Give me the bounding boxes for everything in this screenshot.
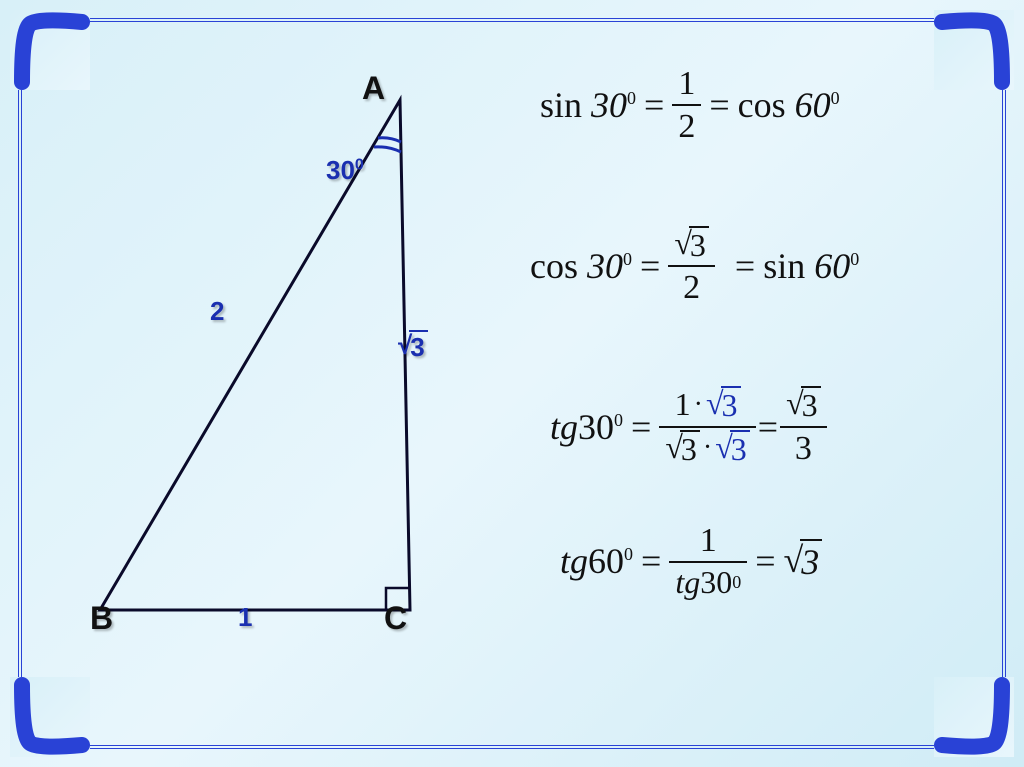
eq1-num: 1 [672,65,701,102]
vertex-c-label: C [384,600,407,637]
eq1-rhs-arg: 60 [795,85,831,125]
eq3-lhs-arg: 30 [578,407,614,447]
eq4-den-arg: 30 [700,565,732,600]
eq2-rhs-sup: 0 [850,249,859,269]
angle-a-label: 300 [326,155,364,186]
slide-content: A B C 300 2 1 √3 sin 300 = 1 2 = cos 600… [0,0,1024,767]
eq2-lhs-arg: 30 [587,246,623,286]
vertex-a-label: A [362,70,385,107]
side-ab-label: 2 [210,296,224,327]
eq2-num-rad: 3 [689,226,709,263]
eq4-lhs-arg: 60 [588,541,624,581]
equation-cos30: cos 300 = √3 2 = sin 600 [530,226,990,307]
eq4-lhs-fn: tg [560,541,588,581]
eq2-lhs-fn: cos [530,246,578,286]
equation-tg30: tg300 = 1· √3 √3· √3 = √3 3 [550,386,990,467]
angle-a-sup: 0 [355,156,364,173]
eq3-lhs-fn: tg [550,407,578,447]
eq4-den-fn: tg [675,565,700,600]
eq3-f1-num-a: 1 [675,387,691,422]
eq2-rhs-arg: 60 [814,246,850,286]
eq2-den: 2 [677,269,706,306]
eq4-rhs-rad: 3 [800,539,822,583]
equation-sin30: sin 300 = 1 2 = cos 600 [540,65,990,146]
eq2-rhs-fn: sin [763,246,805,286]
side-ac-radicand: 3 [409,330,427,363]
eq3-f2-den: 3 [789,430,818,467]
eq3-f1-num-rad: 3 [721,386,741,423]
eq4-den-sup: 0 [732,573,741,593]
eq3-lhs-sup: 0 [614,410,623,430]
eq1-lhs-sup: 0 [627,88,636,108]
side-bc-label: 1 [238,602,252,633]
eq1-lhs-fn: sin [540,85,582,125]
angle-a-value: 30 [326,155,355,185]
triangle-diagram [80,80,440,640]
vertex-b-label: B [90,600,113,637]
eq1-rhs-fn: cos [738,85,786,125]
eq4-num: 1 [694,522,723,559]
equation-tg60: tg600 = 1 tg300 = √3 [560,522,990,601]
eq3-f1-den-rad1: 3 [680,430,700,467]
eq1-rhs-sup: 0 [831,88,840,108]
eq1-lhs-arg: 30 [591,85,627,125]
eq3-f2-num-rad: 3 [801,386,821,423]
eq2-lhs-sup: 0 [623,249,632,269]
equations-block: sin 300 = 1 2 = cos 600 cos 300 = √3 2 =… [530,60,990,601]
eq1-den: 2 [672,108,701,145]
eq3-f1-den-rad2: 3 [730,430,750,467]
eq4-lhs-sup: 0 [624,544,633,564]
side-ac-label: √3 [398,330,428,363]
